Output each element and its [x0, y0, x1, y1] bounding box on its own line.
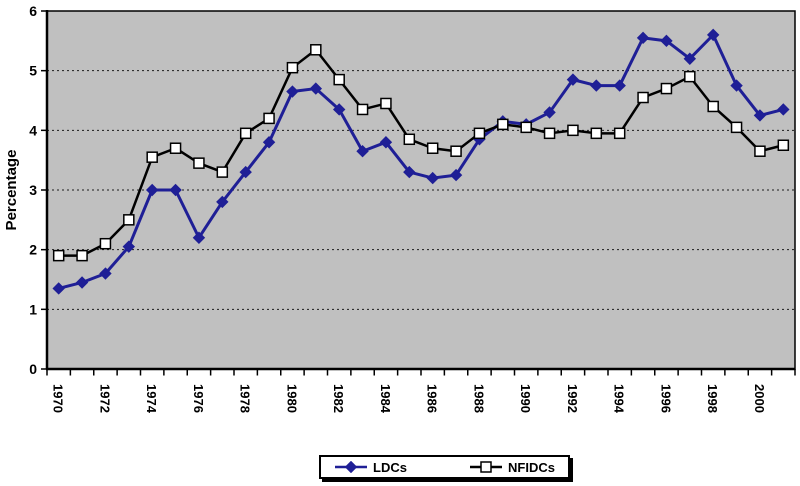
nfidcs-data-point-1987[interactable] [450, 145, 462, 157]
ldcs-data-point-1974[interactable] [145, 183, 159, 197]
x-tick-label: 1978 [238, 384, 253, 413]
nfidcs-data-point-1976[interactable] [193, 157, 205, 169]
nfidcs-data-point-1995[interactable] [637, 91, 649, 104]
nfidcs-data-point-1981[interactable] [310, 44, 322, 56]
x-tick-label: 1970 [51, 384, 66, 413]
nfidcs-data-point-1979[interactable] [263, 112, 275, 125]
x-tick-label: 1990 [518, 384, 533, 413]
nfidcs-data-point-1970[interactable] [52, 249, 65, 262]
ldcs-data-point-1973[interactable] [122, 240, 136, 253]
nfidcs-data-point-1994[interactable] [613, 127, 626, 140]
nfidcs-data-point-1978[interactable] [239, 127, 252, 140]
nfidcs-data-point-1988[interactable] [473, 127, 486, 140]
x-tick-label: 1992 [565, 384, 580, 413]
x-tick-label: 1974 [144, 384, 159, 414]
ldcs-data-point-1978[interactable] [239, 165, 252, 179]
ldcs-data-point-1985[interactable] [403, 165, 416, 179]
ldcs-line-diamond-icon [335, 461, 367, 473]
ldcs-data-point-1999[interactable] [730, 79, 743, 92]
y-tick-label: 5 [29, 63, 37, 79]
ldcs-data-point-1977[interactable] [216, 195, 229, 209]
nfidcs-data-point-2000[interactable] [754, 145, 766, 157]
x-tick-label: 1998 [705, 384, 720, 413]
x-tick-label: 1986 [425, 384, 440, 413]
nfidcs-line-square-icon [470, 461, 503, 473]
nfidcs-data-point-2001[interactable] [777, 139, 790, 151]
ldcs-data-point-1998[interactable] [706, 28, 720, 42]
ldcs-data-point-1994[interactable] [613, 79, 626, 92]
x-tick-label: 1982 [331, 384, 346, 413]
ldcs-data-point-1984[interactable] [379, 136, 393, 149]
ldcs-data-point-1976[interactable] [192, 231, 206, 244]
nfidcs-data-point-1971[interactable] [76, 249, 88, 262]
nfidcs-data-point-1992[interactable] [567, 124, 579, 137]
ldcs-data-point-1975[interactable] [169, 183, 182, 197]
nfidcs-data-point-1989[interactable] [497, 118, 509, 131]
nfidcs-data-point-1974[interactable] [146, 151, 158, 163]
nfidcs-data-point-1990[interactable] [520, 121, 532, 134]
ldcs-data-point-1980[interactable] [286, 85, 299, 98]
ldcs-data-point-1970[interactable] [52, 282, 65, 295]
ldcs-data-point-1992[interactable] [566, 73, 580, 86]
legend-item-ldcs[interactable]: LDCs [334, 460, 407, 475]
y-tick-label: 4 [29, 122, 37, 138]
x-tick-label: 1996 [658, 384, 673, 413]
y-tick-label: 0 [29, 361, 37, 377]
legend-label-nfidcs: NFIDCs [508, 459, 555, 475]
ldcs-data-point-1993[interactable] [590, 79, 603, 92]
nfidcs-data-point-1982[interactable] [333, 73, 345, 86]
ldcs-data-point-1991[interactable] [543, 106, 556, 119]
legend: LDCs NFIDCs [319, 455, 570, 479]
ldcs-data-point-1981[interactable] [309, 82, 323, 95]
y-tick-label: 1 [29, 301, 37, 317]
nfidcs-data-point-1986[interactable] [426, 142, 439, 154]
nfidcs-data-point-1998[interactable] [707, 100, 719, 113]
x-tick-label: 1980 [284, 384, 299, 413]
ldcs-data-point-1997[interactable] [683, 52, 697, 65]
ldcs-data-point-2000[interactable] [753, 109, 767, 122]
nfidcs-data-point-1997[interactable] [684, 70, 696, 83]
ldcs-data-point-1979[interactable] [262, 136, 276, 149]
x-tick-label: 1984 [378, 384, 393, 414]
y-axis-title: Percentage [3, 150, 20, 231]
nfidcs-data-point-1991[interactable] [543, 127, 556, 140]
legend-label-ldcs: LDCs [373, 459, 407, 475]
nfidcs-data-point-1985[interactable] [403, 133, 416, 146]
nfidcs-data-point-1980[interactable] [286, 61, 299, 74]
x-tick-label: 2000 [752, 384, 767, 413]
y-tick-label: 3 [29, 182, 37, 198]
nfidcs-data-point-1984[interactable] [380, 97, 392, 110]
y-tick-label: 6 [29, 3, 37, 19]
ldcs-data-point-2001[interactable] [777, 103, 790, 116]
ldcs-data-point-1971[interactable] [75, 276, 89, 289]
x-tick-label: 1972 [97, 384, 112, 413]
nfidcs-data-point-1983[interactable] [356, 103, 369, 116]
x-tick-label: 1988 [471, 384, 486, 413]
ldcs-data-point-1972[interactable] [99, 267, 112, 280]
x-tick-label: 1994 [612, 384, 627, 414]
nfidcs-data-point-1977[interactable] [216, 166, 229, 178]
nfidcs-data-point-1972[interactable] [99, 237, 112, 250]
y-tick-label: 2 [29, 242, 37, 258]
nfidcs-data-point-1993[interactable] [590, 127, 603, 140]
ldcs-data-point-1995[interactable] [636, 31, 650, 45]
ldcs-data-point-1996[interactable] [660, 34, 673, 48]
ldcs-data-point-1986[interactable] [426, 171, 439, 185]
ldcs-data-point-1983[interactable] [356, 145, 369, 158]
legend-item-nfidcs[interactable]: NFIDCs [469, 460, 555, 475]
nfidcs-data-point-1996[interactable] [660, 82, 673, 95]
nfidcs-data-point-1975[interactable] [169, 142, 182, 154]
nfidcs-data-point-1999[interactable] [730, 121, 743, 134]
x-tick-label: 1976 [191, 384, 206, 413]
ldcs-data-point-1982[interactable] [332, 103, 346, 116]
nfidcs-data-point-1973[interactable] [123, 214, 135, 226]
ldcs-data-point-1987[interactable] [449, 168, 463, 182]
